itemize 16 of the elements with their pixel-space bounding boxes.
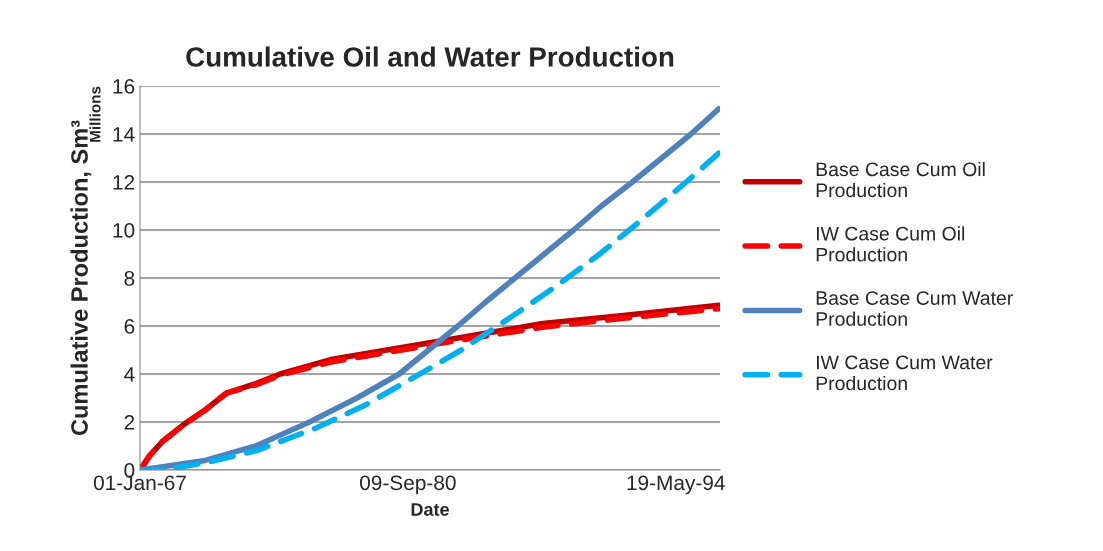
x-axis-title: Date — [411, 503, 449, 516]
legend-label: IW Case Cum Water Production — [816, 355, 993, 391]
y-tick-label: 10 — [113, 223, 135, 238]
x-tick-label: 09-Sep-80 — [360, 475, 456, 495]
y-tick-label: 4 — [124, 367, 135, 382]
y-tick-label: 12 — [113, 175, 135, 190]
chart-title: Cumulative Oil and Water Production — [186, 46, 674, 67]
y-tick-label: 6 — [124, 319, 135, 334]
legend-label: IW Case Cum Oil Production — [816, 226, 965, 262]
y-tick-label: 2 — [124, 415, 135, 430]
y-tick-label: 14 — [113, 127, 135, 142]
legend-label: Base Case Cum Water Production — [816, 291, 1013, 326]
y-tick-label: 8 — [124, 271, 135, 286]
legend-label: Base Case Cum Oil Production — [816, 161, 985, 198]
x-tick-label: 19-May-94 — [627, 475, 725, 495]
y-tick-label: 16 — [113, 79, 135, 94]
